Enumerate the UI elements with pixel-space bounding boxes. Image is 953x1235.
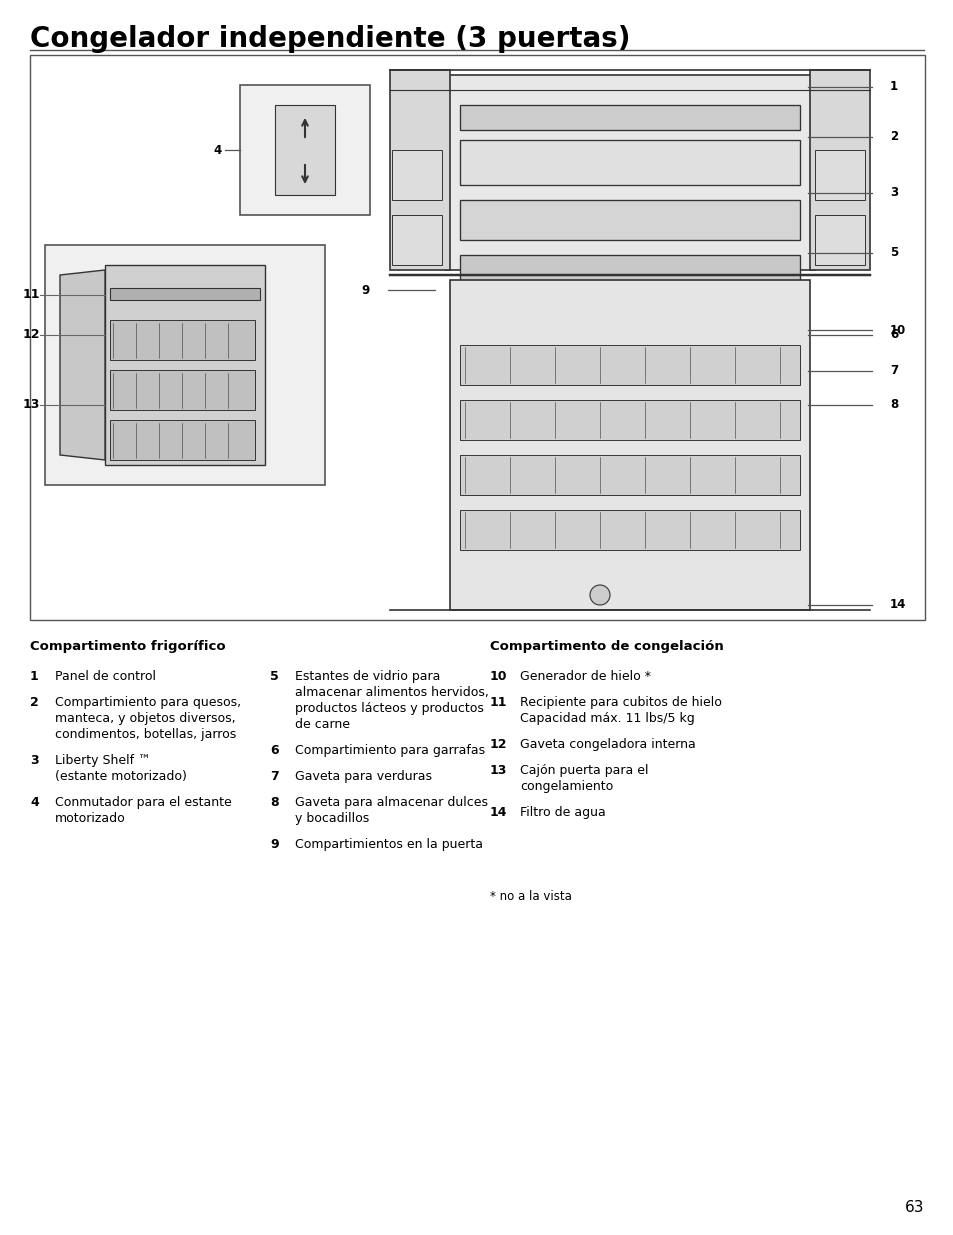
Text: de carne: de carne	[294, 718, 350, 731]
Bar	[110, 288, 260, 300]
Bar	[459, 345, 800, 385]
Text: Liberty Shelf ™: Liberty Shelf ™	[55, 755, 151, 767]
Text: 12: 12	[23, 329, 40, 342]
Text: Compartimiento para quesos,: Compartimiento para quesos,	[55, 697, 241, 709]
Text: Recipiente para cubitos de hielo: Recipiente para cubitos de hielo	[519, 697, 721, 709]
Polygon shape	[390, 70, 450, 270]
Text: Capacidad máx. 11 lbs/5 kg: Capacidad máx. 11 lbs/5 kg	[519, 713, 694, 725]
Bar	[30, 56, 924, 620]
Text: 8: 8	[270, 797, 278, 809]
Text: 10: 10	[889, 324, 905, 336]
Circle shape	[589, 585, 609, 605]
Text: manteca, y objetos diversos,: manteca, y objetos diversos,	[55, 713, 235, 725]
Text: 1: 1	[30, 671, 39, 683]
Bar	[814, 215, 864, 266]
Text: 7: 7	[889, 364, 897, 378]
Polygon shape	[60, 270, 105, 459]
Bar	[459, 200, 800, 240]
Text: 3: 3	[889, 186, 897, 200]
Text: 3: 3	[30, 755, 38, 767]
Text: 14: 14	[889, 599, 905, 611]
Text: 14: 14	[490, 806, 507, 819]
Text: Gaveta para almacenar dulces: Gaveta para almacenar dulces	[294, 797, 488, 809]
Text: Conmutador para el estante: Conmutador para el estante	[55, 797, 232, 809]
Text: 6: 6	[270, 743, 278, 757]
Text: 7: 7	[270, 769, 278, 783]
Bar	[444, 75, 814, 270]
Text: Compartimento de congelación: Compartimento de congelación	[490, 640, 723, 653]
Bar	[110, 420, 254, 459]
Bar	[45, 245, 325, 485]
Text: 11: 11	[23, 289, 40, 301]
Text: Panel de control: Panel de control	[55, 671, 156, 683]
Bar	[459, 105, 800, 130]
Bar	[110, 370, 254, 410]
Polygon shape	[809, 70, 869, 270]
Text: (estante motorizado): (estante motorizado)	[55, 769, 187, 783]
Text: 11: 11	[490, 697, 507, 709]
Text: Congelador independiente (3 puertas): Congelador independiente (3 puertas)	[30, 25, 630, 53]
Text: 6: 6	[889, 329, 898, 342]
Bar	[459, 400, 800, 440]
Bar	[274, 105, 335, 195]
Text: y bocadillos: y bocadillos	[294, 811, 369, 825]
Text: 4: 4	[30, 797, 39, 809]
Bar	[392, 215, 441, 266]
Text: 63: 63	[903, 1200, 923, 1215]
Text: 9: 9	[270, 839, 278, 851]
Text: * no a la vista: * no a la vista	[490, 890, 571, 903]
Text: Filtro de agua: Filtro de agua	[519, 806, 605, 819]
Text: condimentos, botellas, jarros: condimentos, botellas, jarros	[55, 727, 236, 741]
Text: Compartimento frigorífico: Compartimento frigorífico	[30, 640, 226, 653]
Bar	[240, 85, 370, 215]
Text: Compartimientos en la puerta: Compartimientos en la puerta	[294, 839, 482, 851]
Bar	[459, 254, 800, 300]
Text: Generador de hielo *: Generador de hielo *	[519, 671, 650, 683]
Bar	[392, 149, 441, 200]
Text: 13: 13	[23, 399, 40, 411]
Text: 5: 5	[270, 671, 278, 683]
Text: 12: 12	[490, 739, 507, 751]
Text: congelamiento: congelamiento	[519, 781, 613, 793]
Text: Gaveta congeladora interna: Gaveta congeladora interna	[519, 739, 695, 751]
Text: Compartimiento para garrafas: Compartimiento para garrafas	[294, 743, 485, 757]
Bar	[459, 454, 800, 495]
Text: 5: 5	[889, 247, 898, 259]
Text: motorizado: motorizado	[55, 811, 126, 825]
Bar	[459, 373, 800, 405]
Bar	[105, 266, 265, 466]
Bar	[459, 140, 800, 185]
Text: 8: 8	[889, 399, 898, 411]
Text: 1: 1	[889, 80, 897, 94]
Text: Gaveta para verduras: Gaveta para verduras	[294, 769, 432, 783]
Text: 9: 9	[361, 284, 370, 296]
Bar	[459, 510, 800, 550]
Text: Cajón puerta para el: Cajón puerta para el	[519, 764, 648, 777]
Text: almacenar alimentos hervidos,: almacenar alimentos hervidos,	[294, 685, 488, 699]
Bar	[450, 280, 809, 610]
Bar	[110, 320, 254, 359]
Text: 13: 13	[490, 764, 507, 777]
Text: Estantes de vidrio para: Estantes de vidrio para	[294, 671, 440, 683]
Text: 10: 10	[490, 671, 507, 683]
Bar	[814, 149, 864, 200]
Text: 2: 2	[889, 131, 897, 143]
Text: 2: 2	[30, 697, 39, 709]
Bar	[459, 315, 800, 359]
Text: productos lácteos y productos: productos lácteos y productos	[294, 701, 483, 715]
Text: 4: 4	[213, 143, 222, 157]
